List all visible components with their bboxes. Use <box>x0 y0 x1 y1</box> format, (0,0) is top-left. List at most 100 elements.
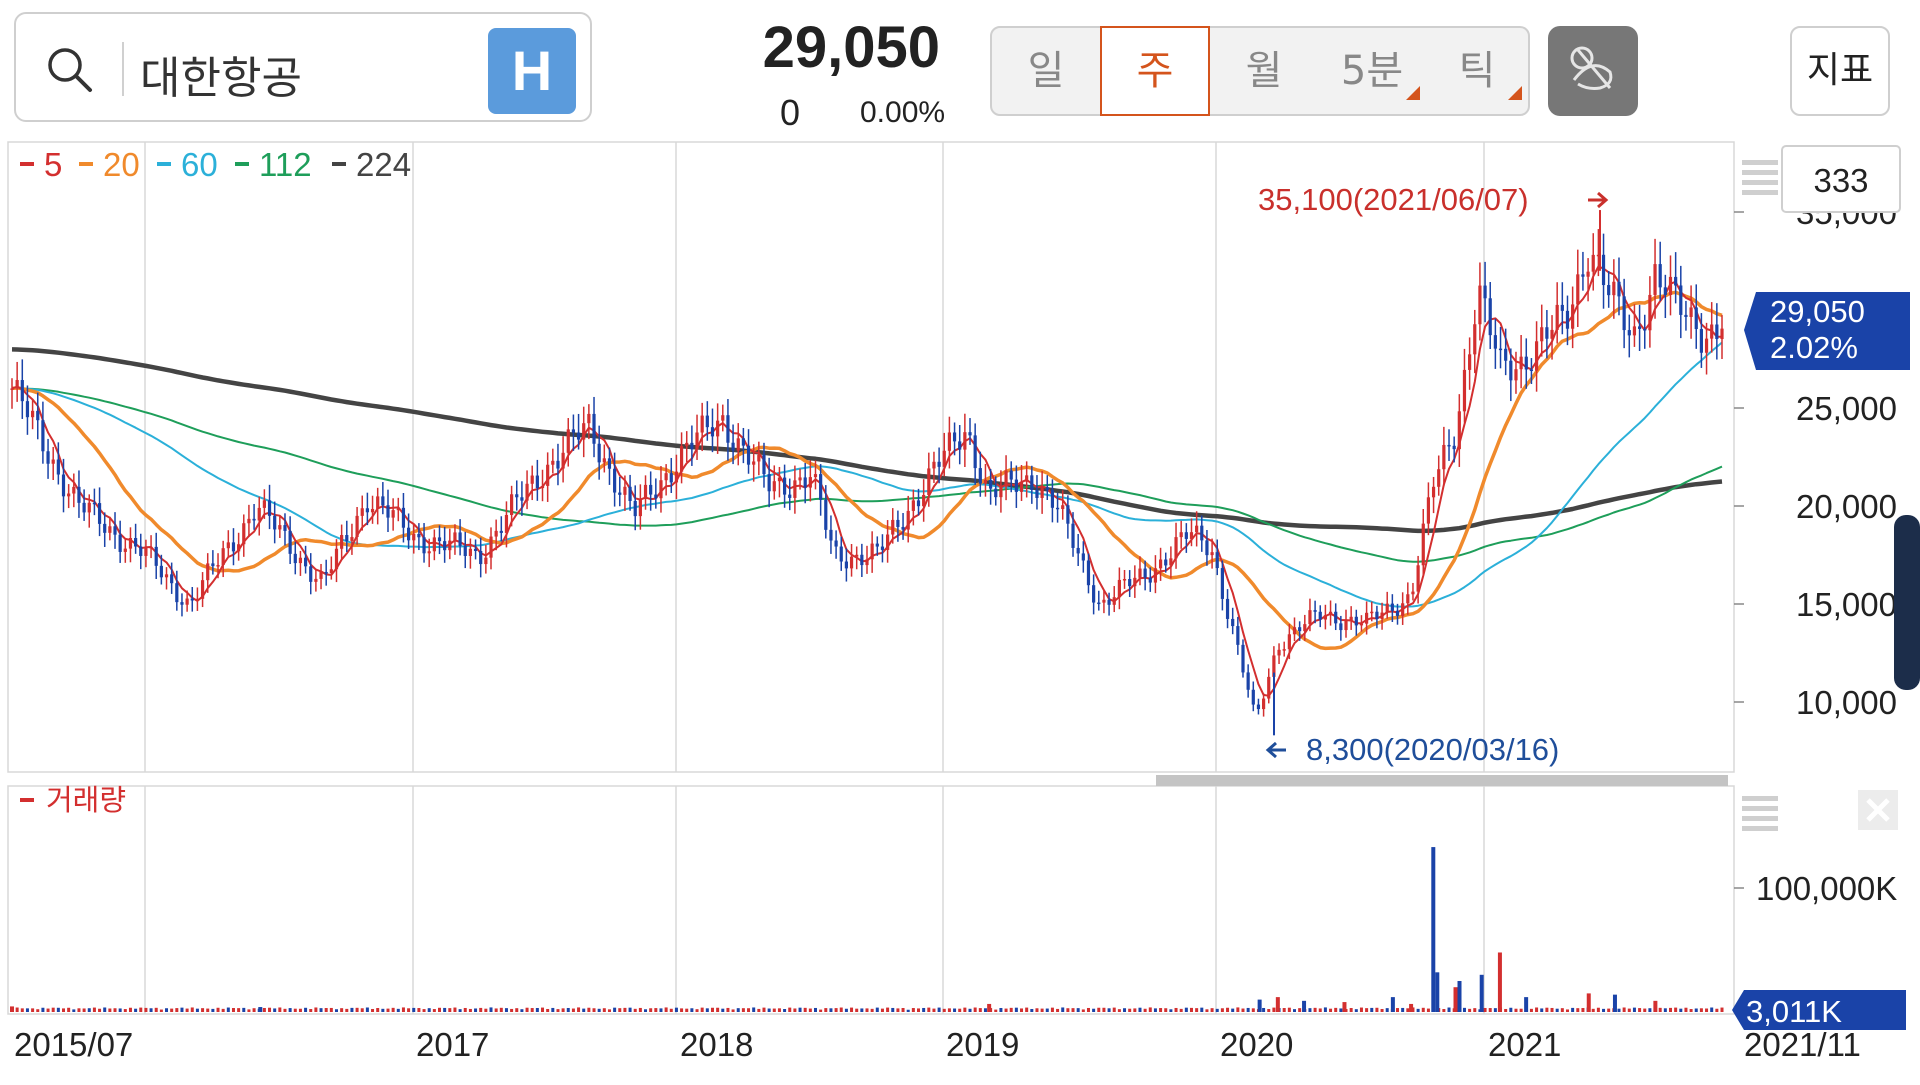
volume-bar <box>850 1007 854 1012</box>
market-badge[interactable]: H <box>488 28 576 114</box>
candle-body <box>1710 324 1714 339</box>
volume-bar <box>1689 1009 1693 1012</box>
visible-count-box[interactable]: 333 <box>1781 145 1901 213</box>
stock-search-box[interactable]: 대한항공 H <box>14 12 592 122</box>
candle-body <box>1004 470 1008 487</box>
volume-bar <box>309 1009 313 1012</box>
volume-bar <box>906 1009 910 1012</box>
search-icon[interactable] <box>44 44 94 94</box>
candle-body <box>247 518 251 524</box>
volume-bar <box>561 1008 565 1012</box>
candle-body <box>195 598 200 601</box>
chart-scrollbar[interactable] <box>1156 775 1728 786</box>
volume-bar <box>206 1008 210 1012</box>
candle-body <box>412 533 416 541</box>
price-panel-menu-icon[interactable] <box>1742 160 1778 195</box>
candle-body <box>303 557 308 567</box>
volume-bar <box>31 1008 35 1012</box>
candle-body <box>144 547 148 556</box>
candle-body <box>309 566 313 582</box>
volume-bar <box>1705 1008 1709 1012</box>
candle-body <box>716 420 720 437</box>
volume-bar <box>1571 1007 1575 1012</box>
candle-body <box>1488 298 1492 336</box>
candle-body <box>922 494 926 507</box>
candle-body <box>865 559 869 566</box>
candle-body <box>813 474 818 478</box>
volume-spike-bar <box>1453 987 1458 1012</box>
date-tick-label: 2015/07 <box>14 1026 133 1063</box>
volume-bar <box>108 1008 112 1012</box>
candle-body <box>489 536 493 558</box>
volume-bar <box>855 1008 859 1012</box>
candle-body <box>978 468 982 484</box>
candle-body <box>1550 329 1554 339</box>
volume-bar <box>1138 1007 1142 1012</box>
ma-60-line <box>11 341 1723 608</box>
drawing-tool-button[interactable] <box>1548 26 1638 116</box>
candle-body <box>10 388 14 390</box>
volume-bar <box>474 1008 478 1012</box>
candle-body <box>1035 489 1039 498</box>
candle-body <box>1261 698 1266 710</box>
volume-bar <box>1086 1007 1090 1012</box>
candle-body <box>180 602 184 605</box>
candle-body <box>1359 623 1364 626</box>
volume-panel-menu-icon[interactable] <box>1742 796 1778 831</box>
volume-bar <box>1638 1008 1642 1012</box>
volume-bar <box>381 1008 385 1012</box>
volume-bar <box>1045 1008 1049 1012</box>
period-weekly-button[interactable]: 주 <box>1100 26 1210 116</box>
candle-body <box>401 507 406 528</box>
volume-bar <box>685 1008 689 1012</box>
period-5min-button[interactable]: 5분 <box>1318 28 1426 114</box>
candle-body <box>427 551 431 554</box>
period-label: 월 <box>1245 48 1283 94</box>
volume-bar <box>41 1007 45 1012</box>
candle-body <box>1622 296 1626 331</box>
candle-body <box>1298 627 1302 632</box>
volume-spike-bar <box>1342 1002 1347 1012</box>
volume-bar <box>1020 1008 1024 1012</box>
price-change: 0 <box>780 92 801 133</box>
indicator-button[interactable]: 지표 <box>1790 26 1890 116</box>
period-monthly-button[interactable]: 월 <box>1210 28 1318 114</box>
period-daily-button[interactable]: 일 <box>992 28 1100 114</box>
candle-body <box>1102 599 1106 603</box>
volume-bar <box>623 1007 627 1012</box>
candle-body <box>1025 475 1029 482</box>
volume-bar <box>1488 1008 1492 1012</box>
candle-body <box>1200 525 1204 541</box>
ma-legend-swatch <box>157 162 171 166</box>
candle-body <box>1385 603 1389 613</box>
candle-body <box>267 500 272 516</box>
period-tick-button[interactable]: 틱 <box>1426 28 1528 114</box>
candle-body <box>494 530 498 537</box>
candle-body <box>134 538 138 547</box>
volume-bar <box>1421 1007 1425 1012</box>
candle-body <box>968 432 972 436</box>
price-tick-label: 15,000 <box>1796 586 1897 623</box>
stock-name[interactable]: 대한항공 <box>140 53 302 104</box>
volume-bar <box>1272 1007 1276 1012</box>
volume-spike-bar <box>1390 997 1395 1012</box>
candle-body <box>1442 444 1446 470</box>
candle-body <box>762 454 766 475</box>
volume-bar <box>324 1008 328 1012</box>
candle-body <box>1128 579 1132 587</box>
side-panel-handle[interactable] <box>1894 515 1920 690</box>
volume-bar <box>1468 1008 1472 1012</box>
volume-bar <box>1699 1008 1703 1012</box>
volume-bar <box>566 1007 570 1012</box>
candle-body <box>1122 579 1127 581</box>
candle-body <box>1529 369 1534 372</box>
price-panel-frame <box>7 141 1735 773</box>
close-icon[interactable] <box>1858 790 1898 830</box>
candle-body <box>973 435 977 469</box>
volume-bar <box>1442 1008 1446 1012</box>
ma-224-line <box>11 347 1723 534</box>
candle-body <box>767 474 771 492</box>
volume-bar <box>1323 1007 1327 1012</box>
